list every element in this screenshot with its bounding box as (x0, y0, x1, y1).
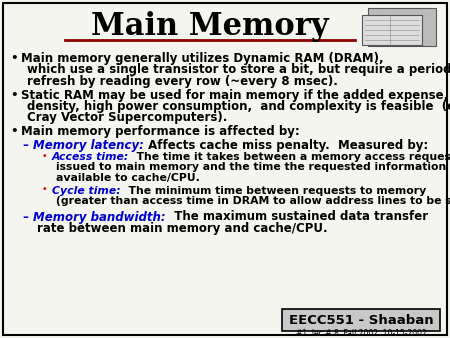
Text: •: • (10, 125, 18, 138)
Text: •: • (10, 89, 18, 101)
Text: The minimum time between requests to memory: The minimum time between requests to mem… (121, 186, 426, 195)
Text: –: – (22, 140, 28, 152)
Text: Cycle time:: Cycle time: (52, 186, 121, 195)
Text: issued to main memory and the time the requested information is: issued to main memory and the time the r… (56, 163, 450, 172)
Text: density, high power consumption,  and complexity is feasible  (e.g.: density, high power consumption, and com… (27, 100, 450, 113)
Text: available to cache/CPU.: available to cache/CPU. (56, 173, 200, 183)
FancyBboxPatch shape (3, 3, 447, 335)
Text: Memory bandwidth:: Memory bandwidth: (33, 211, 166, 223)
Text: #1  lec # 8  Fall 2002  10-15-2002: #1 lec # 8 Fall 2002 10-15-2002 (296, 329, 427, 338)
Text: which use a single transistor to store a bit, but require a periodic data: which use a single transistor to store a… (27, 64, 450, 76)
Text: refresh by reading every row (~every 8 msec).: refresh by reading every row (~every 8 m… (27, 75, 338, 88)
Text: rate between main memory and cache/CPU.: rate between main memory and cache/CPU. (37, 222, 328, 235)
Text: The time it takes between a memory access request is: The time it takes between a memory acces… (129, 152, 450, 162)
Text: EECC551 - Shaaban: EECC551 - Shaaban (289, 314, 433, 327)
Text: •: • (42, 186, 48, 194)
Text: The maximum sustained data transfer: The maximum sustained data transfer (166, 211, 428, 223)
Text: Main memory performance is affected by:: Main memory performance is affected by: (21, 125, 300, 138)
Text: –: – (22, 211, 28, 223)
Text: Affects cache miss penalty.  Measured by:: Affects cache miss penalty. Measured by: (144, 140, 428, 152)
FancyBboxPatch shape (362, 15, 422, 45)
Text: Main memory generally utilizes Dynamic RAM (DRAM),: Main memory generally utilizes Dynamic R… (21, 52, 383, 65)
Text: Cray Vector Supercomputers).: Cray Vector Supercomputers). (27, 112, 227, 124)
Text: (greater than access time in DRAM to allow address lines to be stable): (greater than access time in DRAM to all… (56, 196, 450, 206)
Text: •: • (10, 52, 18, 65)
Text: Access time:: Access time: (52, 152, 129, 162)
Text: Main Memory: Main Memory (91, 11, 329, 43)
Text: Static RAM may be used for main memory if the added expense, low: Static RAM may be used for main memory i… (21, 89, 450, 101)
FancyBboxPatch shape (368, 8, 436, 46)
Text: Memory latency:: Memory latency: (33, 140, 144, 152)
Text: •: • (42, 152, 48, 161)
FancyBboxPatch shape (282, 309, 440, 331)
